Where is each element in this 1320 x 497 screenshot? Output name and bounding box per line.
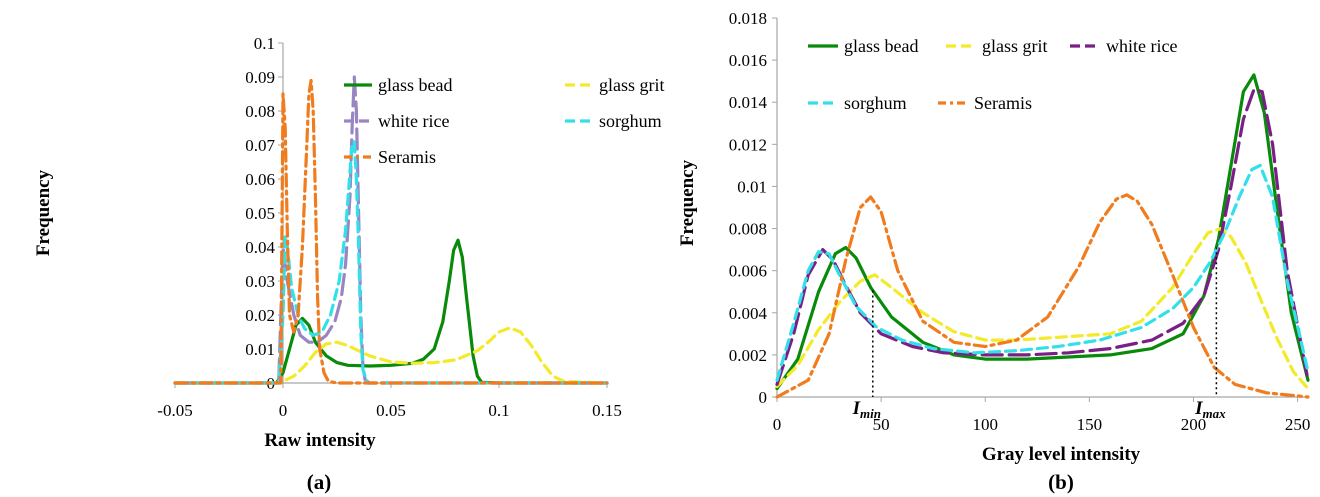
y-tick-label: 0.1 xyxy=(254,34,275,53)
y-tick-label: 0.07 xyxy=(245,136,275,155)
legend-label: white rice xyxy=(1106,36,1177,56)
annotation-subscript: min xyxy=(860,406,881,421)
x-tick-label: -0.05 xyxy=(157,401,192,420)
series-line-seramis xyxy=(775,193,1310,399)
series-line-sorghum xyxy=(775,163,1310,382)
y-tick-label: 0.08 xyxy=(245,102,275,121)
y-tick-label: 0.09 xyxy=(245,68,275,87)
y-tick-label: 0.008 xyxy=(729,220,767,239)
series-line-glass-grit xyxy=(775,227,1310,391)
x-tick-label: 0 xyxy=(773,415,782,434)
x-tick-label: 200 xyxy=(1181,415,1207,434)
y-tick-label: 0.04 xyxy=(245,238,275,257)
y-tick-label: 0.02 xyxy=(245,306,275,325)
legend-label: sorghum xyxy=(844,93,907,113)
chart-panel-b: 0 0.002 0.004 0.006 0.008 0.01 0.012 0.014 0.016… xyxy=(677,9,1310,494)
x-tick-label: 100 xyxy=(972,415,998,434)
y-tick-label: 0.06 xyxy=(245,170,275,189)
series-line-glass-bead xyxy=(775,73,1310,391)
y-tick-label: 0.012 xyxy=(729,135,767,154)
y-tick-label: 0.03 xyxy=(245,272,275,291)
series-line-white-rice xyxy=(775,87,1310,386)
y-axis-title: Frequency xyxy=(677,159,698,246)
x-tick-label: 0 xyxy=(279,401,288,420)
x-axis-title: Gray level intensity xyxy=(982,444,1141,465)
legend-label: white rice xyxy=(378,111,449,131)
y-tick-label: 0.006 xyxy=(729,262,767,281)
legend-label: Seramis xyxy=(378,147,436,167)
x-tick-label: 150 xyxy=(1077,415,1103,434)
y-tick-label: 0.01 xyxy=(737,177,767,196)
y-tick-label: 0.05 xyxy=(245,204,275,223)
y-tick-label: 0 xyxy=(759,388,768,407)
y-tick-label: 0.002 xyxy=(729,346,767,365)
x-tick-label: 0.1 xyxy=(488,401,509,420)
x-axis-title: Raw intensity xyxy=(264,430,376,451)
y-tick-label: 0.01 xyxy=(245,340,275,359)
legend-label: Seramis xyxy=(974,93,1032,113)
legend-label: glass bead xyxy=(844,36,918,56)
annotation-subscript: max xyxy=(1203,406,1227,421)
panel-label: (a) xyxy=(307,470,332,494)
annotation-main: I xyxy=(852,398,861,419)
legend-label: sorghum xyxy=(599,111,662,131)
y-tick-label: 0.016 xyxy=(729,51,767,70)
x-tick-label: 250 xyxy=(1285,415,1311,434)
y-axis-title: Frequency xyxy=(33,169,54,256)
legend-label: glass bead xyxy=(378,75,452,95)
x-tick-label: 0.15 xyxy=(592,401,622,420)
series-line-sorghum xyxy=(173,140,609,385)
panel-label: (b) xyxy=(1048,470,1074,494)
y-tick-label: 0.018 xyxy=(729,9,767,28)
series-line-seramis xyxy=(173,78,609,385)
chart-panel-a: 0 0.01 0.02 0.03 0.04 0.05 0.06 0.07 0.08 0.09 0.1… xyxy=(33,34,665,494)
x-tick-label: 0.05 xyxy=(376,401,406,420)
annotation-label: Imax xyxy=(1194,398,1226,421)
y-tick-label: 0.004 xyxy=(729,304,768,323)
annotation-label: Imin xyxy=(852,398,881,421)
y-tick-label: 0.014 xyxy=(729,93,768,112)
series-line-glass-grit xyxy=(173,326,609,385)
legend-label: glass grit xyxy=(599,75,665,95)
x-tick-label: 50 xyxy=(873,415,890,434)
legend-label: glass grit xyxy=(982,36,1048,56)
annotation-main: I xyxy=(1194,398,1203,419)
